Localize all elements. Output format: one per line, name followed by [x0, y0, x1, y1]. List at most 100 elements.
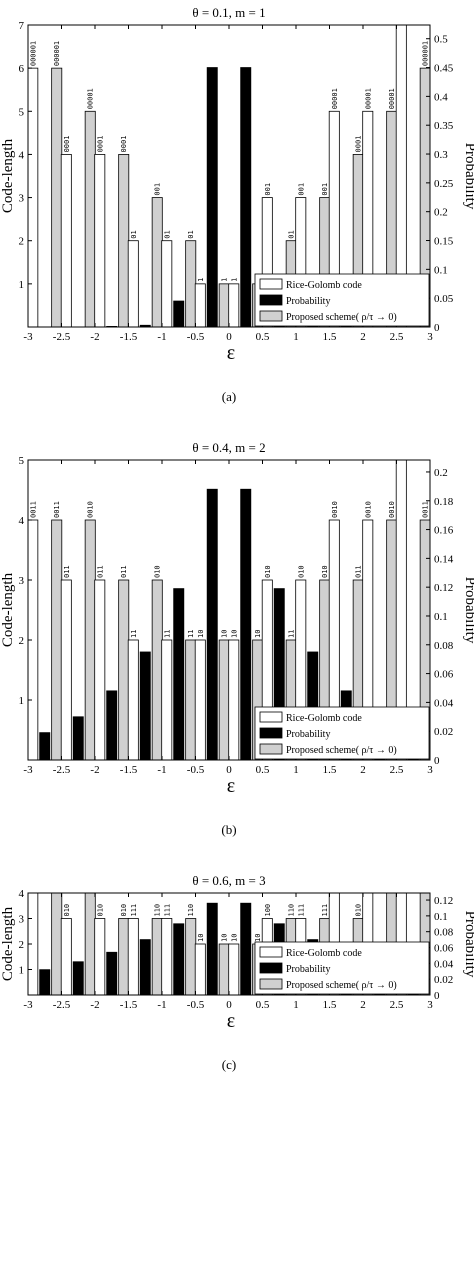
chart-title: θ = 0.4, m = 2 [192, 440, 265, 455]
x-tick-label: 2.5 [390, 764, 404, 776]
bar-code-label: 10 [221, 630, 229, 638]
x-tick-label: 0.5 [256, 331, 270, 343]
x-tick-label: -1.5 [120, 764, 138, 776]
bar-prob [173, 588, 185, 760]
bar-code-label: 10 [230, 934, 238, 942]
x-tick-label: -1.5 [120, 999, 138, 1011]
y2-tick-label: 0.45 [434, 63, 454, 75]
bar-proposed [118, 154, 130, 327]
x-tick-label: -1 [157, 999, 166, 1011]
x-tick-label: 3 [427, 999, 433, 1011]
bar-proposed [84, 110, 96, 327]
bar-code-label: 01 [163, 230, 171, 238]
bar-code-label: 000001 [29, 41, 37, 66]
bar-rice [94, 918, 106, 995]
y2-tick-label: 0.12 [434, 582, 453, 594]
y2-tick-label: 0 [434, 990, 440, 1002]
bar-prob [240, 902, 252, 995]
x-tick-label: -2 [90, 764, 99, 776]
x-tick-label: 1 [293, 764, 299, 776]
y-tick-label: 3 [19, 575, 25, 587]
legend-label: Proposed scheme( ρ/τ → 0) [286, 745, 397, 756]
bar-code-label: 10 [254, 934, 262, 942]
bar-proposed [151, 918, 163, 995]
y-tick-label: 1 [19, 965, 25, 977]
y2-tick-label: 0.2 [434, 207, 448, 219]
y2-tick-label: 0.4 [434, 91, 448, 103]
legend-label: Rice-Golomb code [286, 280, 362, 291]
y2-tick-label: 0.04 [434, 958, 454, 970]
legend-swatch-prob [259, 294, 283, 306]
y2-tick-label: 0.06 [434, 669, 454, 681]
bar-proposed [185, 240, 197, 327]
bar-prob [206, 488, 218, 760]
bar-code-label: 1 [230, 278, 238, 282]
y-tick-label: 4 [19, 515, 25, 527]
bar-code-label: 11 [187, 630, 195, 638]
y2-axis-label: Probability [462, 911, 474, 978]
bar-code-label: 1 [221, 278, 229, 282]
bar-code-label: 110 [187, 904, 195, 917]
bar-rice [161, 240, 173, 327]
bar-rice [161, 918, 173, 995]
bar-code-label: 111 [321, 904, 329, 917]
y-tick-label: 7 [19, 20, 25, 32]
x-axis-label: ε [227, 342, 235, 364]
bar-proposed [218, 283, 230, 327]
bar-code-label: 10 [230, 630, 238, 638]
x-tick-label: 1.5 [323, 999, 337, 1011]
bar-prob [39, 732, 51, 760]
bar-code-label: 110 [288, 904, 296, 917]
bar-code-label: 111 [297, 904, 305, 917]
figure-caption: (c) [222, 1057, 236, 1072]
bar-rice [228, 283, 240, 327]
y2-tick-label: 0.18 [434, 496, 454, 508]
y2-tick-label: 0.04 [434, 697, 454, 709]
y-tick-label: 1 [19, 279, 25, 291]
x-tick-label: 0.5 [256, 764, 270, 776]
x-tick-label: 2 [360, 331, 366, 343]
bar-prob [72, 716, 84, 760]
legend-label: Probability [286, 964, 330, 975]
bar-proposed [118, 579, 130, 760]
bar-code-label: 001 [154, 183, 162, 196]
bar-code-label: 0011 [53, 501, 61, 518]
bar-rice [127, 240, 139, 327]
bar-group [28, 25, 430, 327]
y-tick-label: 4 [19, 888, 25, 900]
y2-tick-label: 0 [434, 322, 440, 334]
bar-code-label: 010 [297, 565, 305, 578]
bar-prob [72, 961, 84, 995]
y2-tick-label: 0.02 [434, 726, 453, 738]
x-tick-label: -2.5 [53, 331, 71, 343]
bar-rice [28, 893, 39, 995]
bar-code-label: 011 [355, 565, 363, 578]
bar-code-label: 010 [63, 904, 71, 917]
bar-code-label: 111 [163, 904, 171, 917]
y-tick-label: 1 [19, 695, 25, 707]
y2-tick-label: 0.16 [434, 525, 454, 537]
legend: Rice-Golomb code Probability Proposed sche… [254, 941, 430, 995]
bar-rice [328, 110, 340, 327]
bar-code-label: 0011 [422, 501, 430, 518]
bar-proposed [185, 918, 197, 995]
x-tick-label: -2 [90, 999, 99, 1011]
bar-prob [173, 300, 185, 327]
y2-tick-label: 0.3 [434, 149, 448, 161]
y2-axis-label: Probability [462, 577, 474, 644]
x-axis-label: ε [227, 775, 235, 797]
x-axis-label: ε [227, 1010, 235, 1032]
y-tick-label: 4 [19, 149, 25, 161]
x-tick-label: -0.5 [187, 331, 205, 343]
bar-code-label: 01 [130, 230, 138, 238]
bar-code-label: 00001 [388, 88, 396, 109]
bar-code-label: 0000001 [398, 0, 406, 23]
bar-code-label: 0010 [331, 501, 339, 518]
bar-code-label: 0110 [422, 874, 430, 891]
bar-rice [28, 519, 39, 760]
bar-code-label: 010 [321, 565, 329, 578]
bar-proposed [151, 579, 163, 760]
